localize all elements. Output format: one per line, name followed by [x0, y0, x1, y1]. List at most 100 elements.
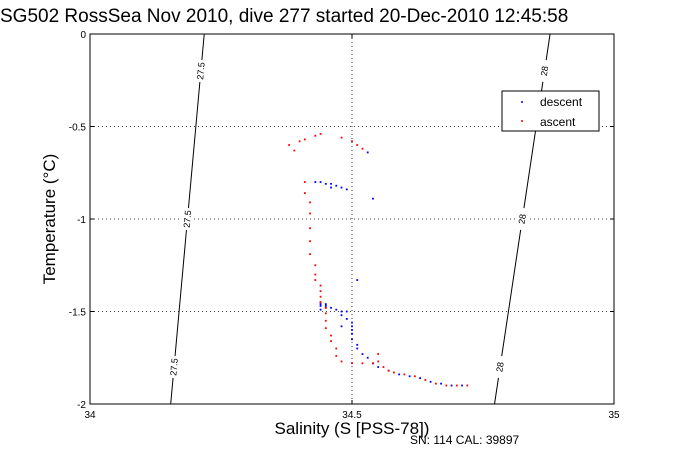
- data-point-ascent: [387, 369, 390, 372]
- density-contour-label: 28: [494, 361, 505, 372]
- data-point-ascent: [335, 355, 338, 357]
- data-point-ascent: [319, 284, 322, 287]
- x-tick-label: 34: [84, 410, 96, 421]
- contour-label-bg: [167, 355, 182, 379]
- data-point-ascent: [314, 279, 317, 281]
- density-contour-label: 28: [539, 65, 550, 76]
- data-point-descent: [345, 310, 348, 313]
- contour-label-bg: [514, 207, 530, 231]
- legend-label-ascent: ascent: [540, 115, 576, 129]
- data-point-ascent: [298, 140, 301, 143]
- data-point-descent: [356, 343, 359, 346]
- data-point-descent: [377, 366, 380, 368]
- data-point-descent: [440, 382, 442, 385]
- data-point-ascent: [324, 306, 327, 309]
- density-contour-label: 28: [517, 213, 528, 224]
- data-point-ascent: [330, 334, 332, 337]
- data-point-ascent: [309, 227, 311, 230]
- data-point-ascent: [377, 353, 380, 355]
- serial-calibration-label: SN: 114 CAL: 39897: [410, 433, 520, 447]
- data-point-descent: [319, 305, 322, 307]
- data-point-ascent: [324, 327, 327, 330]
- data-point-descent: [356, 279, 359, 281]
- x-tick-label: 34.5: [342, 410, 362, 421]
- data-point-ascent: [303, 181, 306, 183]
- y-tick-label: -1: [77, 215, 86, 226]
- data-point-ascent: [309, 201, 311, 204]
- data-point-ascent: [309, 212, 311, 215]
- data-point-ascent: [424, 379, 427, 381]
- data-point-ascent: [314, 273, 317, 276]
- data-point-ascent: [303, 192, 306, 194]
- data-point-descent: [351, 338, 353, 341]
- data-point-ascent: [434, 382, 437, 385]
- data-point-ascent: [303, 138, 306, 141]
- data-point-descent: [429, 380, 432, 383]
- data-point-ascent: [351, 362, 353, 365]
- x-tick-label: 35: [608, 410, 620, 421]
- data-point-ascent: [455, 384, 458, 387]
- density-contour-label: 27.5: [182, 210, 194, 228]
- data-point-ascent: [309, 240, 311, 243]
- data-point-ascent: [340, 136, 343, 139]
- density-contour-label: 27.5: [168, 358, 180, 376]
- x-ticks: 34 34.5 35: [84, 34, 620, 421]
- legend: descent ascent: [501, 90, 600, 132]
- data-point-ascent: [288, 144, 291, 146]
- data-point-descent: [314, 181, 317, 183]
- data-point-ascent: [324, 312, 327, 315]
- data-point-ascent: [372, 362, 374, 365]
- data-point-descent: [319, 308, 322, 311]
- data-point-ascent: [293, 149, 296, 152]
- contour-label-bg: [536, 59, 553, 83]
- density-contour-label: 27.5: [195, 62, 207, 80]
- contour-label-bg: [193, 59, 208, 83]
- data-point-ascent: [324, 319, 327, 322]
- data-points: [288, 133, 469, 387]
- data-point-descent: [356, 347, 359, 350]
- data-point-ascent: [319, 295, 322, 298]
- legend-marker-ascent: [521, 120, 523, 122]
- data-point-ascent: [382, 366, 385, 368]
- data-point-ascent: [314, 264, 317, 267]
- y-tick-label: -1.5: [69, 308, 87, 319]
- data-point-descent: [340, 314, 343, 317]
- data-point-ascent: [356, 144, 359, 146]
- data-point-ascent: [361, 362, 364, 365]
- y-tick-label: -2: [77, 400, 86, 411]
- data-point-ascent: [335, 347, 338, 350]
- data-point-descent: [345, 188, 348, 191]
- data-point-descent: [351, 321, 353, 324]
- chart-title: SG502 RossSea Nov 2010, dive 277 started…: [0, 6, 568, 27]
- data-point-ascent: [377, 360, 380, 363]
- legend-label-descent: descent: [540, 95, 583, 109]
- data-point-descent: [366, 356, 369, 359]
- y-ticks: 0 -0.5 -1 -1.5 -2: [69, 30, 614, 411]
- data-point-ascent: [413, 375, 416, 378]
- legend-marker-descent: [521, 101, 523, 103]
- data-point-descent: [419, 377, 422, 379]
- data-point-ascent: [403, 373, 406, 376]
- data-point-descent: [361, 353, 364, 355]
- data-point-descent: [351, 325, 353, 328]
- data-point-ascent: [319, 133, 322, 135]
- data-point-ascent: [445, 384, 448, 387]
- contour-label-bg: [492, 355, 508, 379]
- legend-box: [501, 90, 600, 132]
- data-point-ascent: [393, 371, 395, 374]
- data-point-descent: [461, 384, 463, 387]
- data-point-descent: [345, 318, 348, 320]
- data-point-descent: [335, 184, 338, 187]
- data-point-ascent: [466, 384, 469, 387]
- data-point-descent: [340, 186, 343, 189]
- series-ascent: [288, 133, 469, 387]
- y-tick-label: 0: [80, 30, 86, 41]
- data-point-ascent: [319, 290, 322, 293]
- data-point-descent: [340, 310, 343, 313]
- data-point-ascent: [309, 253, 311, 256]
- data-point-descent: [335, 308, 338, 311]
- data-point-descent: [340, 325, 343, 328]
- data-point-descent: [319, 181, 322, 183]
- data-point-descent: [398, 373, 401, 376]
